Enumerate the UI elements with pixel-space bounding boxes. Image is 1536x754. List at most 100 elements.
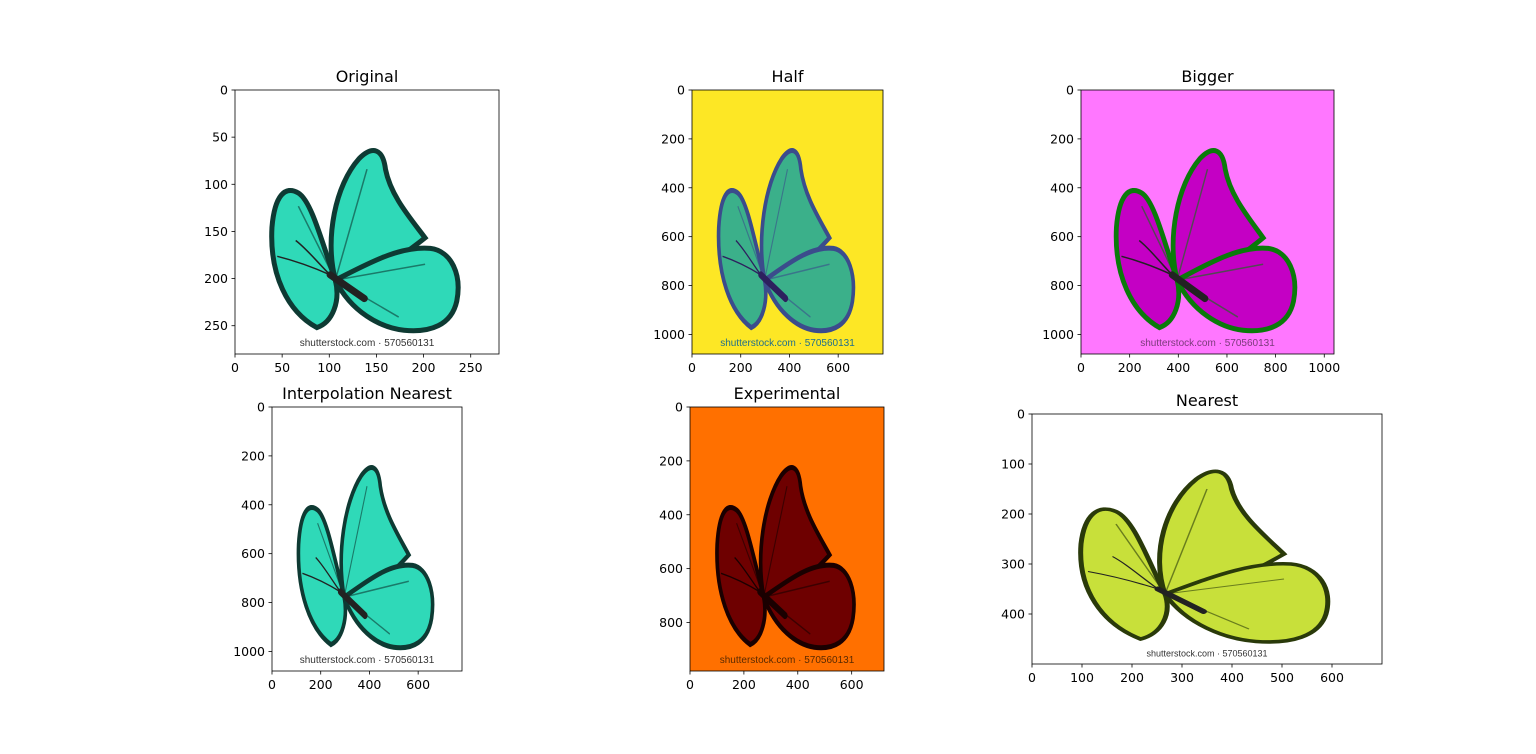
panel-title: Bigger	[1181, 67, 1234, 86]
panel-1: shutterstock.com · 570560131 0 50 100 150 200…	[204, 67, 500, 375]
axes-frame	[1031, 413, 1383, 665]
y-tick-label: 800	[661, 278, 685, 293]
lower-wing	[761, 562, 856, 651]
x-tick-label: 0	[231, 360, 239, 375]
axes-frame	[271, 406, 463, 672]
panel-title: Interpolation Nearest	[282, 384, 452, 403]
wing-vein	[764, 263, 830, 281]
x-tick-label: 200	[309, 677, 333, 692]
x-tick-label: 600	[406, 677, 430, 692]
butterfly-image	[716, 148, 856, 334]
watermark-text: shutterstock.com · 570560131	[720, 655, 855, 666]
y-tick-label: 200	[659, 453, 683, 468]
back-wing	[1078, 507, 1170, 641]
axes-frame	[689, 406, 885, 672]
wing-vein	[344, 580, 409, 598]
y-tick-label: 300	[1001, 557, 1025, 572]
x-tick-label: 1000	[1308, 360, 1340, 375]
y-tick-label: 400	[659, 507, 683, 522]
x-tick-label: 200	[412, 360, 436, 375]
watermark-text: shutterstock.com · 570560131	[300, 338, 435, 349]
wing-vein	[737, 205, 766, 281]
axes-frame	[234, 89, 500, 355]
x-tick-label: 100	[1070, 670, 1094, 685]
panel-2: shutterstock.com · 570560131 0 200 400 600 0 2…	[653, 67, 884, 375]
butterfly-body	[1154, 586, 1207, 614]
wing-vein	[736, 522, 765, 598]
back-wing	[715, 505, 767, 648]
watermark-text: shutterstock.com · 570560131	[1146, 649, 1267, 659]
x-tick-label: 0	[1028, 670, 1036, 685]
y-tick-label: 400	[1001, 607, 1025, 622]
butterfly-body	[337, 588, 368, 620]
watermark-text: shutterstock.com · 570560131	[300, 655, 435, 666]
x-tick-label: 50	[274, 360, 290, 375]
butterfly-image	[1078, 469, 1331, 644]
panel-5: shutterstock.com · 570560131 0 200 400 600 0 2…	[659, 384, 885, 692]
wing-vein	[1164, 578, 1285, 595]
y-tick-label: 600	[659, 561, 683, 576]
y-tick-label: 200	[661, 131, 685, 146]
x-tick-label: 150	[364, 360, 388, 375]
butterfly-body	[758, 271, 789, 303]
panel-title: Nearest	[1176, 391, 1238, 410]
y-tick-label: 0	[675, 400, 683, 415]
antenna	[1087, 570, 1159, 590]
y-tick-label: 200	[241, 448, 265, 463]
back-wing	[1113, 188, 1182, 331]
lower-wing	[762, 245, 856, 334]
watermark-text: shutterstock.com · 570560131	[720, 338, 855, 349]
y-tick-label: 1000	[233, 644, 265, 659]
x-tick-label: 400	[778, 360, 802, 375]
x-tick-label: 0	[686, 677, 694, 692]
x-tick-label: 250	[459, 360, 483, 375]
y-tick-label: 400	[661, 180, 685, 195]
back-wing	[269, 188, 340, 331]
antenna	[1121, 255, 1173, 276]
panel-title: Half	[772, 67, 804, 86]
y-tick-label: 800	[659, 615, 683, 630]
wing-vein	[335, 263, 426, 281]
y-tick-label: 50	[212, 130, 228, 145]
x-tick-label: 600	[840, 677, 864, 692]
antenna	[734, 556, 761, 593]
y-tick-label: 0	[257, 400, 265, 415]
antenna	[277, 255, 331, 276]
back-wing	[296, 505, 348, 648]
x-tick-label: 800	[1264, 360, 1288, 375]
x-tick-label: 600	[1320, 670, 1344, 685]
x-tick-label: 400	[358, 677, 382, 692]
x-tick-label: 0	[1077, 360, 1085, 375]
y-tick-label: 200	[1001, 507, 1025, 522]
antenna	[295, 239, 331, 276]
y-tick-label: 200	[204, 271, 228, 286]
x-tick-label: 400	[786, 677, 810, 692]
wing-vein	[1176, 168, 1209, 281]
y-tick-label: 800	[1050, 278, 1074, 293]
x-tick-label: 200	[1118, 360, 1142, 375]
x-tick-label: 200	[729, 360, 753, 375]
x-tick-label: 500	[1270, 670, 1294, 685]
x-tick-label: 600	[826, 360, 850, 375]
x-tick-label: 0	[268, 677, 276, 692]
x-tick-label: 0	[688, 360, 696, 375]
y-tick-label: 600	[1050, 229, 1074, 244]
wing-vein	[1177, 263, 1264, 281]
wing-vein	[1164, 488, 1208, 595]
butterfly-image	[296, 465, 435, 651]
y-tick-label: 400	[241, 497, 265, 512]
lower-wing	[331, 245, 461, 334]
x-tick-label: 600	[1215, 360, 1239, 375]
y-tick-label: 100	[204, 177, 228, 192]
axes-frame	[691, 89, 884, 355]
x-tick-label: 300	[1170, 670, 1194, 685]
panel-3: shutterstock.com · 570560131 0 200 400 600 80…	[1042, 67, 1340, 375]
x-tick-label: 400	[1220, 670, 1244, 685]
butterfly-image	[1113, 148, 1298, 334]
y-tick-label: 800	[241, 595, 265, 610]
x-tick-label: 200	[1120, 670, 1144, 685]
butterfly-body	[1168, 271, 1209, 303]
wing-vein	[763, 580, 830, 598]
x-tick-label: 400	[1166, 360, 1190, 375]
